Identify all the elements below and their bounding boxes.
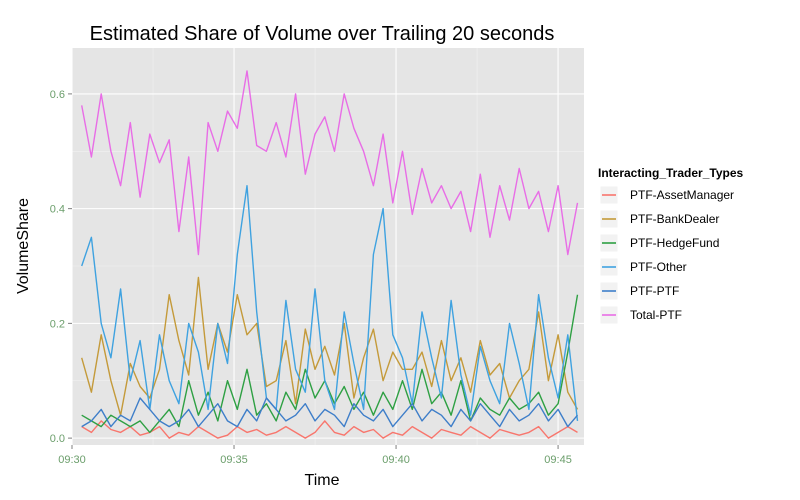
- x-tick-label: 09:35: [220, 454, 248, 466]
- x-axis: 09:30 09:35 09:40 09:45: [58, 445, 572, 466]
- series-line-ptf-hedgefund: [81, 294, 579, 434]
- legend-label-total-ptf: Total-PTF: [630, 308, 682, 322]
- legend: Interacting_Trader_Types PTF-AssetManage…: [598, 166, 743, 325]
- x-tick-label: 09:40: [382, 454, 410, 466]
- x-tick-label: 09:30: [58, 454, 86, 466]
- grid-minor: [72, 48, 584, 445]
- legend-label-ptf-bankdealer: PTF-BankDealer: [630, 212, 719, 226]
- legend-label-ptf-other: PTF-Other: [630, 260, 687, 274]
- series-layer: [81, 70, 579, 439]
- series-line-ptf-other: [81, 184, 579, 421]
- x-axis-title: Time: [305, 472, 340, 489]
- y-axis: 0.0 0.2 0.4 0.6: [50, 89, 72, 445]
- legend-label-ptf-ptf: PTF-PTF: [630, 284, 679, 298]
- x-tick-label: 09:45: [544, 454, 572, 466]
- chart-title: Estimated Share of Volume over Trailing …: [90, 23, 555, 45]
- plot-panel: [72, 48, 584, 445]
- y-tick-label: 0.2: [50, 318, 65, 330]
- series-line-ptf-bankdealer: [81, 276, 579, 416]
- series-line-total-ptf: [81, 70, 579, 256]
- grid-major: [71, 48, 584, 445]
- series-line-ptf-ptf: [81, 397, 579, 428]
- y-tick-label: 0.6: [50, 89, 65, 101]
- y-tick-label: 0.0: [50, 433, 65, 445]
- y-tick-label: 0.4: [50, 204, 65, 216]
- legend-label-ptf-hedgefund: PTF-HedgeFund: [630, 236, 719, 250]
- y-axis-title: VolumeShare: [15, 198, 32, 294]
- legend-label-ptf-assetmanager: PTF-AssetManager: [630, 188, 734, 202]
- legend-items: PTF-AssetManager PTF-BankDealer PTF-HedgeF…: [599, 185, 734, 325]
- series-line-ptf-assetmanager: [81, 420, 578, 439]
- legend-title: Interacting_Trader_Types: [598, 166, 743, 180]
